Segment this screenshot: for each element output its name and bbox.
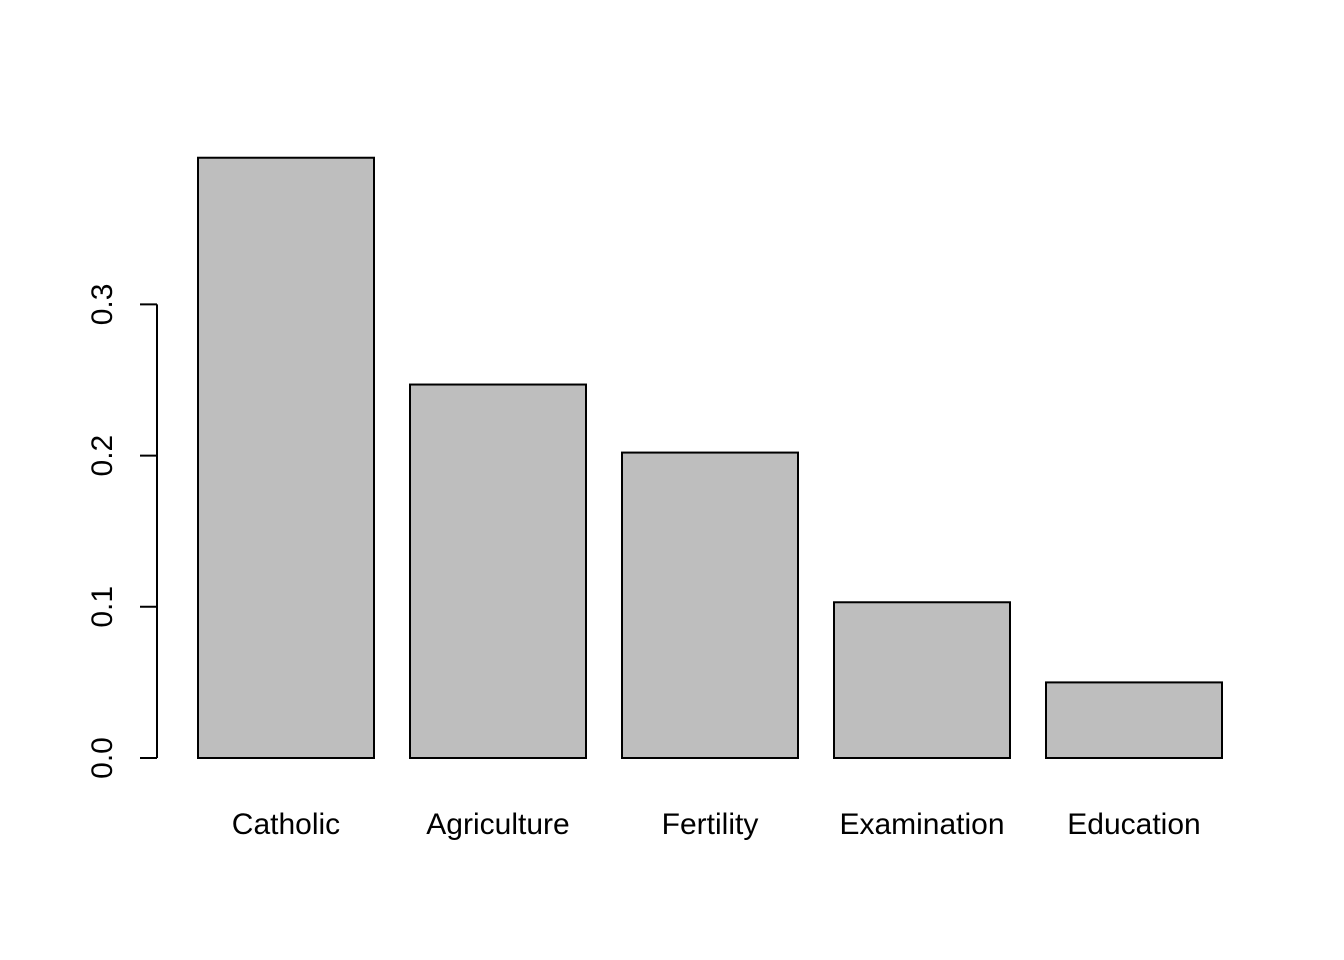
y-tick-label: 0.2 (86, 435, 119, 477)
x-tick-label: Catholic (232, 808, 340, 841)
x-tick-label: Fertility (662, 808, 759, 841)
x-axis-labels: Catholic Agriculture Fertility Examination E… (232, 808, 1201, 841)
bar-examination (833, 601, 1011, 759)
bar-agriculture (409, 383, 587, 759)
y-tick-label: 0.3 (86, 284, 119, 326)
bar-catholic (197, 156, 375, 759)
x-tick-label: Examination (839, 808, 1004, 841)
x-tick-label: Agriculture (426, 808, 569, 841)
y-axis: 0.0 0.1 0.2 0.3 (86, 284, 158, 779)
y-tick-label: 0.0 (86, 737, 119, 779)
x-tick-label: Education (1067, 808, 1200, 841)
bars-group (197, 156, 1223, 760)
bar-fertility (621, 451, 799, 759)
bar-education (1045, 681, 1223, 760)
y-tick-label: 0.1 (86, 586, 119, 628)
